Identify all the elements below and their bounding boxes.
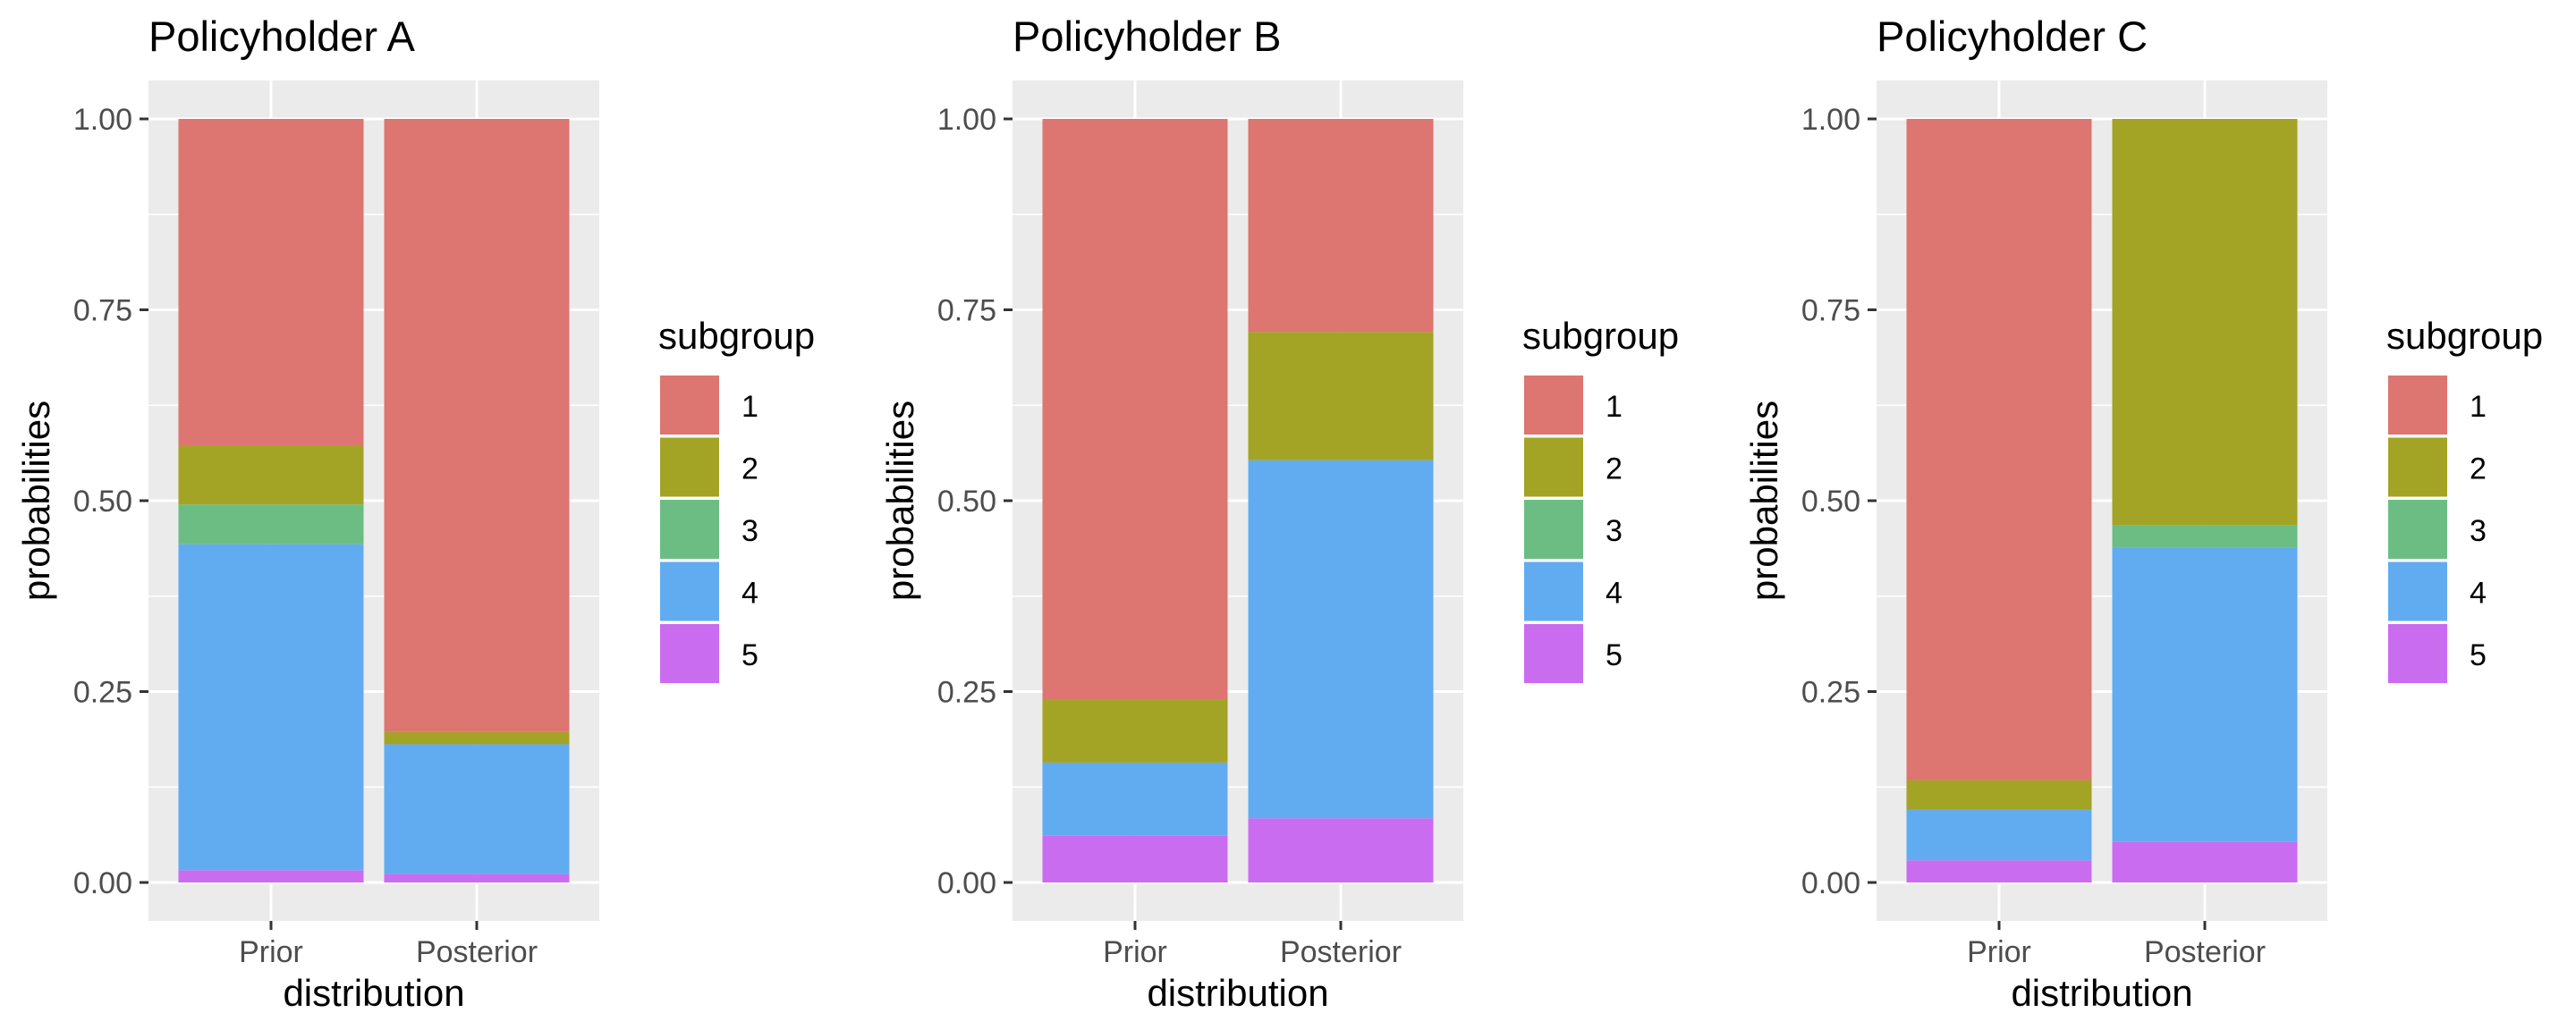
panel-title: Policyholder B (1013, 13, 1281, 60)
y-tick-label: 1.00 (937, 103, 996, 137)
bar-segment-posterior-subgroup-5 (384, 874, 570, 882)
y-tick-label: 0.75 (73, 294, 132, 328)
legend: subgroup 1 2 3 4 5 (658, 315, 815, 683)
legend-label-2: 2 (1606, 452, 1623, 486)
legend-title: subgroup (1522, 315, 1679, 357)
y-tick-label: 0.00 (73, 866, 132, 900)
legend-title: subgroup (2386, 315, 2543, 357)
bar-segment-prior-subgroup-4 (1906, 809, 2092, 861)
bar-segment-prior-subgroup-1 (1906, 119, 2092, 781)
legend-label-4: 4 (741, 577, 758, 611)
legend-label-1: 1 (2470, 390, 2487, 424)
legend-label-3: 3 (2470, 514, 2487, 548)
bar-segment-posterior-subgroup-5 (1248, 818, 1434, 882)
x-axis-title: distribution (2011, 972, 2192, 1014)
legend-key-2 (2388, 437, 2447, 497)
legend-label-1: 1 (741, 390, 758, 424)
bar-segment-posterior-subgroup-4 (384, 744, 570, 874)
legend-key-4 (1524, 561, 1583, 621)
legend-title: subgroup (658, 315, 815, 357)
y-tick-label: 0.25 (73, 676, 132, 710)
legend-key-4 (2388, 561, 2447, 621)
bar-segment-prior-subgroup-4 (1042, 762, 1228, 836)
panel-title: Policyholder C (1877, 13, 2148, 60)
chart-panel-1: 0.00 0.25 0.50 0.75 1.00 Prior Posterior Policy… (879, 13, 1679, 1014)
y-tick-label: 0.00 (937, 866, 996, 900)
legend-label-5: 5 (741, 638, 758, 672)
legend-key-5 (2388, 624, 2447, 683)
legend-label-5: 5 (1606, 638, 1623, 672)
bar-segment-posterior-subgroup-2 (2112, 119, 2298, 526)
bar-segment-posterior-subgroup-2 (1248, 332, 1434, 460)
y-axis-title: probabilities (879, 401, 921, 601)
y-axis-title: probabilities (15, 401, 57, 601)
x-axis-title: distribution (1147, 972, 1328, 1014)
legend-key-4 (660, 561, 719, 621)
legend-key-1 (2388, 376, 2447, 435)
legend-key-1 (1524, 376, 1583, 435)
legend: subgroup 1 2 3 4 5 (2386, 315, 2543, 683)
panel-title: Policyholder A (148, 13, 415, 60)
bar-segment-posterior-subgroup-4 (1248, 460, 1434, 819)
bar-segment-prior-subgroup-1 (178, 119, 364, 446)
legend-key-5 (1524, 624, 1583, 683)
x-tick-label: Posterior (416, 935, 538, 969)
bar-segment-posterior-subgroup-1 (384, 119, 570, 732)
legend-key-3 (2388, 500, 2447, 559)
bar-segment-prior-subgroup-2 (178, 445, 364, 505)
bar-segment-prior-subgroup-2 (1906, 780, 2092, 810)
legend-label-4: 4 (2470, 577, 2487, 611)
legend-key-2 (660, 437, 719, 497)
chart-panel-0: 0.00 0.25 0.50 0.75 1.00 Prior Posterior Policy… (15, 13, 815, 1014)
y-tick-label: 0.25 (1801, 676, 1860, 710)
bar-segment-posterior-subgroup-1 (1248, 119, 1434, 333)
bar-segment-posterior-subgroup-3 (2112, 525, 2298, 548)
bar-segment-prior-subgroup-1 (1042, 119, 1228, 700)
legend-key-5 (660, 624, 719, 683)
legend-label-4: 4 (1606, 577, 1623, 611)
x-axis-title: distribution (283, 972, 464, 1014)
bar-segment-posterior-subgroup-5 (2112, 841, 2298, 882)
bar-segment-prior-subgroup-5 (178, 870, 364, 882)
y-tick-label: 0.75 (1801, 294, 1860, 328)
y-tick-label: 1.00 (1801, 103, 1860, 137)
y-tick-label: 0.50 (937, 485, 996, 519)
x-tick-label: Prior (1103, 935, 1167, 969)
legend-key-3 (660, 500, 719, 559)
y-axis-title: probabilities (1743, 401, 1785, 601)
y-tick-label: 0.75 (937, 294, 996, 328)
bar-segment-posterior-subgroup-2 (384, 731, 570, 745)
bar-segment-prior-subgroup-5 (1042, 835, 1228, 882)
y-tick-label: 0.25 (937, 676, 996, 710)
legend-key-2 (1524, 437, 1583, 497)
bar-segment-posterior-subgroup-4 (2112, 547, 2298, 842)
legend-label-3: 3 (1606, 514, 1623, 548)
bar-segment-prior-subgroup-5 (1906, 860, 2092, 882)
bar-segment-prior-subgroup-2 (1042, 699, 1228, 763)
legend-label-2: 2 (2470, 452, 2487, 486)
bar-segment-prior-subgroup-3 (178, 504, 364, 545)
y-tick-label: 1.00 (73, 103, 132, 137)
y-tick-label: 0.50 (1801, 485, 1860, 519)
y-tick-label: 0.50 (73, 485, 132, 519)
legend-label-5: 5 (2470, 638, 2487, 672)
legend-label-1: 1 (1606, 390, 1623, 424)
y-tick-label: 0.00 (1801, 866, 1860, 900)
x-tick-label: Posterior (1280, 935, 1402, 969)
legend-key-1 (660, 376, 719, 435)
x-tick-label: Prior (239, 935, 303, 969)
chart-panel-2: 0.00 0.25 0.50 0.75 1.00 Prior Posterior Policy… (1743, 13, 2543, 1014)
x-tick-label: Posterior (2144, 935, 2266, 969)
legend-label-2: 2 (741, 452, 758, 486)
legend: subgroup 1 2 3 4 5 (1522, 315, 1679, 683)
bar-segment-prior-subgroup-4 (178, 544, 364, 871)
legend-label-3: 3 (741, 514, 758, 548)
legend-key-3 (1524, 500, 1583, 559)
x-tick-label: Prior (1967, 935, 2031, 969)
